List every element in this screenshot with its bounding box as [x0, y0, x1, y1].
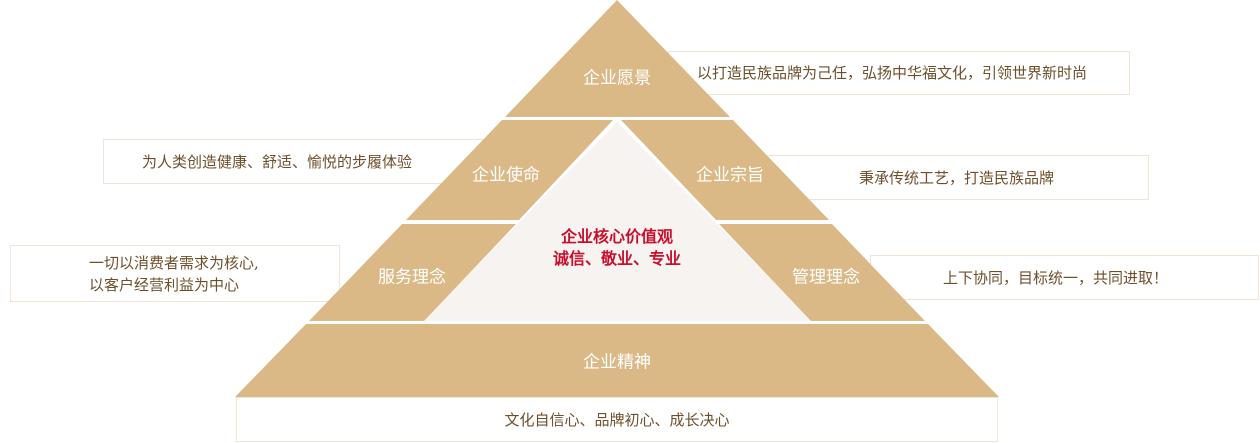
- service-label: 服务理念: [378, 267, 446, 288]
- core-title: 企业核心价值观: [560, 227, 674, 246]
- management-desc: 上下协同，目标统一，共同进取！: [870, 255, 1259, 300]
- mission-label: 企业使命: [472, 165, 540, 186]
- management-band: [719, 224, 925, 321]
- core-values-text: 诚信、敬业、专业: [552, 249, 682, 268]
- management-label: 管理理念: [792, 267, 860, 288]
- mission-band: [406, 120, 613, 220]
- mission-desc: 为人类创造健康、舒适、愉悦的步履体验: [103, 139, 483, 184]
- spirit-band: [235, 324, 999, 397]
- spirit-label: 企业精神: [583, 352, 651, 373]
- purpose-desc: 秉承传统工艺，打造民族品牌: [760, 155, 1149, 200]
- purpose-label: 企业宗旨: [696, 165, 764, 186]
- service-band: [309, 224, 516, 321]
- service-desc: 一切以消费者需求为核心, 以客户经营利益为中心: [10, 245, 340, 302]
- vision-desc: 以打造民族品牌为己任，弘扬中华福文化，引领世界新时尚: [668, 51, 1130, 95]
- vision-label: 企业愿景: [583, 68, 651, 89]
- core-triangle: [423, 122, 812, 321]
- spirit-desc: 文化自信心、品牌初心、成长决心: [236, 397, 998, 442]
- purpose-band: [621, 120, 829, 220]
- vision-band: [505, 0, 730, 117]
- core-values: 企业核心价值观 诚信、敬业、专业: [553, 226, 681, 270]
